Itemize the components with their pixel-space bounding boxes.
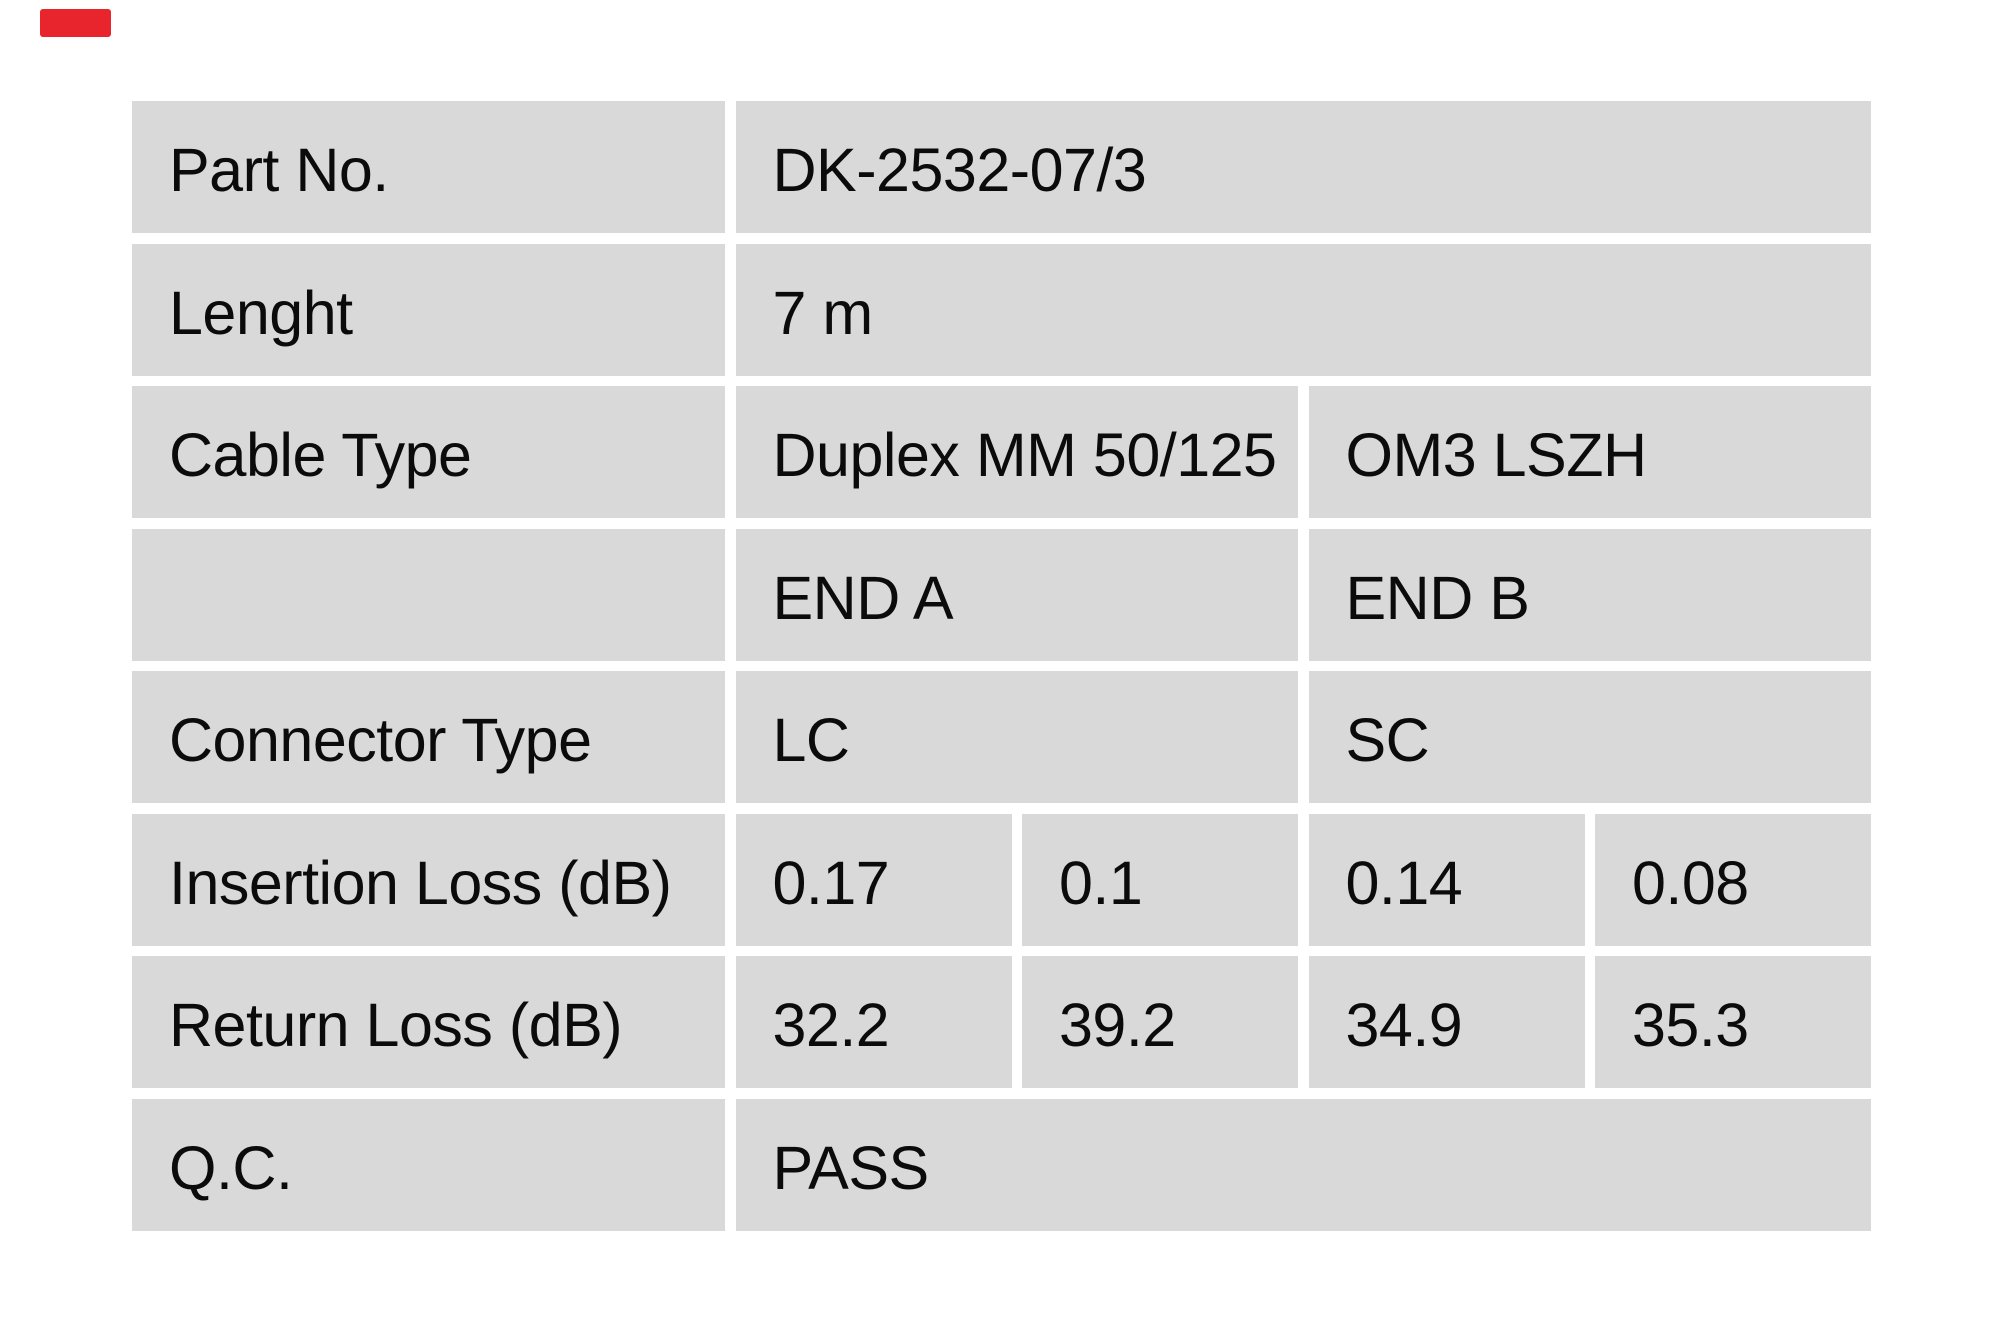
spec-label-connector-type: Connector Type [132,671,725,803]
spec-label-qc: Q.C. [132,1098,725,1231]
spec-value-length: 7 m [735,243,1871,376]
spec-value-cable-type-a: Duplex MM 50/125 [735,386,1298,518]
spec-value-connector-end-b: SC [1308,671,1871,803]
spec-value-connector-end-a: LC [735,671,1298,803]
spec-value-return-loss-a1: 32.2 [735,956,1012,1088]
spec-label-length: Lenght [132,243,725,376]
spec-value-part-no: DK-2532-07/3 [735,101,1871,233]
spec-value-insertion-loss-b2: 0.08 [1595,813,1871,946]
spec-header-end-b: END B [1308,528,1871,661]
spec-label-empty [132,528,725,661]
spec-value-cable-type-b: OM3 LSZH [1308,386,1871,518]
spec-header-end-a: END A [735,528,1298,661]
product-spec-table: Part No. DK-2532-07/3 Lenght 7 m Cable T… [132,101,1871,1231]
spec-value-insertion-loss-a2: 0.1 [1022,813,1298,946]
spec-label-return-loss: Return Loss (dB) [132,956,725,1088]
spec-label-cable-type: Cable Type [132,386,725,518]
spec-value-qc: PASS [735,1098,1871,1231]
red-marker [40,9,111,37]
spec-value-return-loss-a2: 39.2 [1022,956,1298,1088]
spec-value-insertion-loss-b1: 0.14 [1308,813,1585,946]
spec-value-return-loss-b1: 34.9 [1308,956,1585,1088]
spec-value-insertion-loss-a1: 0.17 [735,813,1012,946]
spec-label-insertion-loss: Insertion Loss (dB) [132,813,725,946]
spec-value-return-loss-b2: 35.3 [1595,956,1871,1088]
spec-label-part-no: Part No. [132,101,725,233]
